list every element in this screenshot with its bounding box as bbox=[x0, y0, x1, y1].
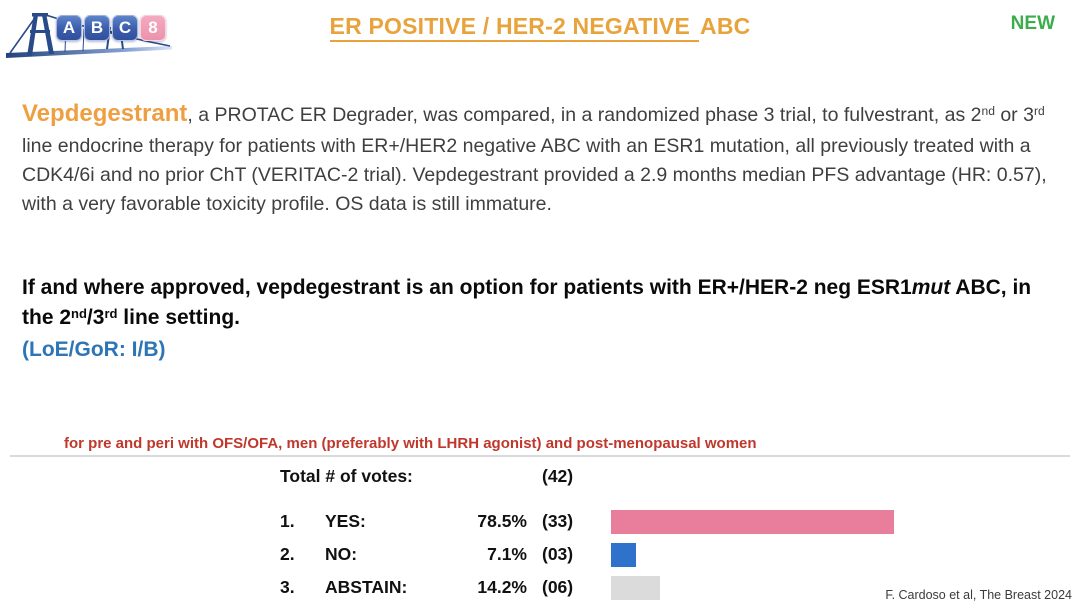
summary-text-1: , a PROTAC ER Degrader, was compared, in… bbox=[187, 104, 982, 126]
divider-line bbox=[10, 455, 1070, 457]
vote-label: ABSTAIN: bbox=[325, 577, 408, 597]
vote-num: 2. bbox=[280, 544, 295, 564]
recommendation-text-1: If and where approved, vepdegestrant is … bbox=[22, 276, 912, 299]
vote-bar-no bbox=[611, 542, 636, 567]
vote-pct: 14.2% bbox=[477, 577, 527, 597]
new-badge: NEW bbox=[1010, 13, 1055, 34]
vote-num: 3. bbox=[280, 577, 295, 597]
vote-count: (33) bbox=[542, 511, 574, 531]
loe-gor-label: (LoE/GoR: I/B) bbox=[22, 338, 166, 361]
total-votes-row: Total # of votes: (42) bbox=[280, 461, 1080, 491]
vote-label: YES: bbox=[325, 511, 366, 531]
total-votes-value: (42) bbox=[542, 465, 574, 486]
abc8-logo: A B C 8 bbox=[4, 4, 179, 64]
recommendation-text-4: line setting. bbox=[117, 306, 240, 329]
page-title: ER POSITIVE / HER-2 NEGATIVE ABC bbox=[0, 13, 1080, 42]
total-votes-label: Total # of votes: bbox=[280, 465, 413, 486]
drug-name: Vepdegestrant bbox=[22, 100, 188, 127]
logo-letter-c: C bbox=[112, 15, 138, 41]
vote-pct: 78.5% bbox=[477, 511, 527, 531]
logo-letter-b: B bbox=[84, 15, 110, 41]
summary-paragraph: Vepdegestrant, a PROTAC ER Degrader, was… bbox=[22, 99, 1064, 219]
vote-count: (06) bbox=[542, 577, 574, 597]
logo-letter-a: A bbox=[56, 15, 82, 41]
vote-pct: 7.1% bbox=[487, 544, 527, 564]
vote-row-abstain: 3. ABSTAIN: 14.2% (06) bbox=[280, 571, 1080, 604]
vote-row-yes: 1. YES: 78.5% (33) bbox=[280, 505, 1080, 538]
recommendation-statement: If and where approved, vepdegestrant is … bbox=[22, 273, 1066, 365]
vote-bar-abstain bbox=[611, 575, 660, 600]
vote-num: 1. bbox=[280, 511, 295, 531]
summary-text-3: line endocrine therapy for patients with… bbox=[22, 135, 1047, 215]
superscript-rd: rd bbox=[1033, 103, 1045, 118]
vote-row-no: 2. NO: 7.1% (03) bbox=[280, 538, 1080, 571]
voting-results: Total # of votes: (42) 1. YES: 78.5% (33… bbox=[280, 461, 1080, 604]
recommendation-text-3: /3 bbox=[86, 306, 105, 329]
vote-bar-yes bbox=[611, 509, 894, 534]
recommendation-text-2: ABC, in the 2 bbox=[22, 276, 1032, 329]
summary-text-2: or 3 bbox=[994, 104, 1034, 126]
title-underlined: ER POSITIVE / HER-2 NEGATIVE bbox=[329, 13, 700, 42]
vote-label: NO: bbox=[325, 544, 358, 564]
logo-number-8: 8 bbox=[140, 15, 166, 41]
citation: F. Cardoso et al, The Breast 2024 bbox=[885, 588, 1072, 602]
superscript-rd-2: rd bbox=[104, 305, 118, 321]
vote-count: (03) bbox=[542, 544, 574, 564]
superscript-nd-2: nd bbox=[71, 305, 87, 321]
esr1-mut-italic: mut bbox=[911, 276, 951, 299]
population-note: for pre and peri with OFS/OFA, men (pref… bbox=[64, 435, 757, 452]
superscript-nd: nd bbox=[981, 103, 995, 118]
title-rest: ABC bbox=[700, 13, 751, 39]
logo-letters: A B C 8 bbox=[56, 15, 166, 41]
